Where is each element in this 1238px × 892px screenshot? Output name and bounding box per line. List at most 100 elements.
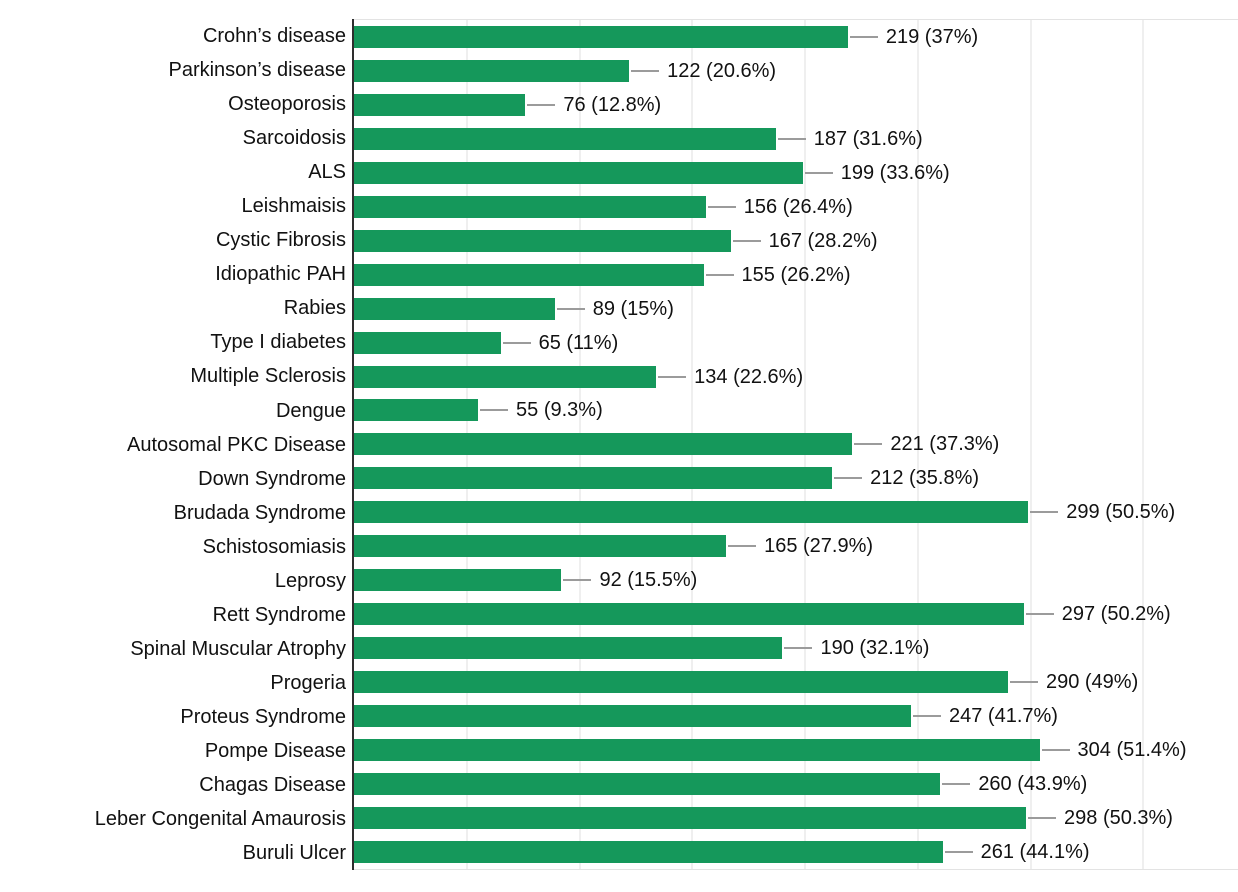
value-label: 219 (37%) [885, 25, 979, 48]
leader-line [1028, 816, 1057, 819]
value-label: 247 (41.7%) [949, 705, 1058, 728]
leader-line [705, 273, 734, 276]
bar-row: 261 (44.1%) [354, 835, 1238, 869]
category-label: Rett Syndrome [212, 603, 346, 626]
value-label: 55 (9.3%) [516, 399, 603, 422]
bar [354, 738, 1040, 761]
leader-line [777, 137, 806, 140]
category-label: Autosomal PKC Disease [127, 433, 346, 456]
value-label: 76 (12.8%) [563, 93, 662, 116]
bar [354, 535, 727, 558]
category-label: Crohn’s disease [202, 25, 346, 48]
value-label: 261 (44.1%) [980, 840, 1090, 863]
category-label: Spinal Muscular Atrophy [130, 637, 346, 660]
bar [354, 501, 1029, 524]
bar-row: 219 (37%) [354, 20, 1238, 54]
value-label: 260 (43.9%) [978, 772, 1088, 795]
bar [354, 263, 704, 286]
leader-line [804, 171, 833, 174]
bar-row: 89 (15%) [354, 292, 1238, 326]
plot-area: 219 (37%) 122 (20.6%) 76 (12.8%) 187 (31.6%… [354, 19, 1238, 870]
bar [354, 671, 1008, 694]
bar-row: 299 (50.5%) [354, 495, 1238, 529]
leader-line [631, 69, 660, 72]
value-label: 155 (26.2%) [741, 263, 851, 286]
category-label: Dengue [275, 399, 346, 422]
leader-line [728, 545, 757, 548]
value-label: 165 (27.9%) [764, 535, 874, 558]
bar-row: 221 (37.3%) [354, 427, 1238, 461]
leader-line [1030, 511, 1059, 514]
bar-row: 199 (33.6%) [354, 156, 1238, 190]
category-label: Sarcoidosis [242, 127, 346, 150]
category-label: Pompe Disease [204, 740, 346, 762]
bar [354, 467, 833, 490]
bar [354, 161, 803, 184]
leader-line [1025, 613, 1054, 616]
bar [354, 569, 562, 592]
bar-row: 165 (27.9%) [354, 529, 1238, 563]
bar-row: 92 (15.5%) [354, 563, 1238, 597]
category-label: Schistosomiasis [202, 535, 346, 558]
category-label: Down Syndrome [198, 467, 346, 490]
category-label: Osteoporosis [228, 93, 346, 116]
category-label: Cystic Fibrosis [215, 229, 346, 252]
category-label: Buruli Ulcer [242, 842, 346, 865]
category-label: Leprosy [274, 569, 346, 592]
bar-row: 167 (28.2%) [354, 224, 1238, 258]
value-label: 290 (49%) [1045, 671, 1139, 694]
bar-row: 55 (9.3%) [354, 393, 1238, 427]
bar-row: 260 (43.9%) [354, 767, 1238, 801]
value-label: 299 (50.5%) [1066, 501, 1176, 524]
category-label: Multiple Sclerosis [190, 365, 346, 388]
leader-line [707, 205, 736, 208]
category-axis-labels: Crohn’s disease Parkinson’s disease Osteop… [0, 19, 346, 870]
bar-row: 304 (51.4%) [354, 733, 1238, 767]
value-label: 156 (26.4%) [743, 195, 853, 218]
leader-line [834, 477, 863, 480]
bar [354, 637, 783, 660]
category-label: Brudada Syndrome [173, 501, 346, 524]
bar-row: 212 (35.8%) [354, 461, 1238, 495]
grid-line [1029, 20, 1032, 869]
bar [354, 127, 776, 150]
leader-line [502, 341, 531, 344]
value-label: 167 (28.2%) [768, 229, 878, 252]
bar [354, 603, 1024, 626]
bar [354, 433, 853, 456]
category-label: Leishmaisis [241, 195, 346, 218]
value-label: 65 (11%) [538, 331, 619, 354]
value-label: 187 (31.6%) [813, 127, 923, 150]
value-label: 297 (50.2%) [1061, 603, 1171, 626]
value-label: 199 (33.6%) [840, 161, 950, 184]
bar-row: 190 (32.1%) [354, 631, 1238, 665]
bar-row: 297 (50.2%) [354, 597, 1238, 631]
category-label: Rabies [283, 297, 346, 320]
value-label: 134 (22.6%) [694, 365, 804, 388]
grid-line [916, 20, 919, 869]
value-label: 89 (15%) [592, 297, 674, 320]
bar [354, 195, 706, 218]
bar-row: 65 (11%) [354, 326, 1238, 360]
leader-line [1041, 748, 1070, 751]
bar [354, 59, 630, 82]
category-label: Type I diabetes [210, 331, 346, 354]
leader-line [1009, 681, 1038, 684]
bar [354, 399, 479, 422]
bar [354, 25, 848, 48]
bar-row: 156 (26.4%) [354, 190, 1238, 224]
bar-row: 298 (50.3%) [354, 801, 1238, 835]
bar-row: 290 (49%) [354, 665, 1238, 699]
category-label: Proteus Syndrome [180, 705, 346, 728]
category-label: Idiopathic PAH [215, 263, 346, 286]
bar-row: 122 (20.6%) [354, 54, 1238, 88]
leader-line [732, 239, 761, 242]
value-label: 212 (35.8%) [870, 467, 980, 490]
category-label: Parkinson’s disease [168, 59, 346, 82]
bar [354, 705, 911, 728]
category-label: ALS [308, 161, 346, 184]
bar [354, 229, 731, 252]
bar-row: 187 (31.6%) [354, 122, 1238, 156]
leader-line [527, 103, 556, 106]
